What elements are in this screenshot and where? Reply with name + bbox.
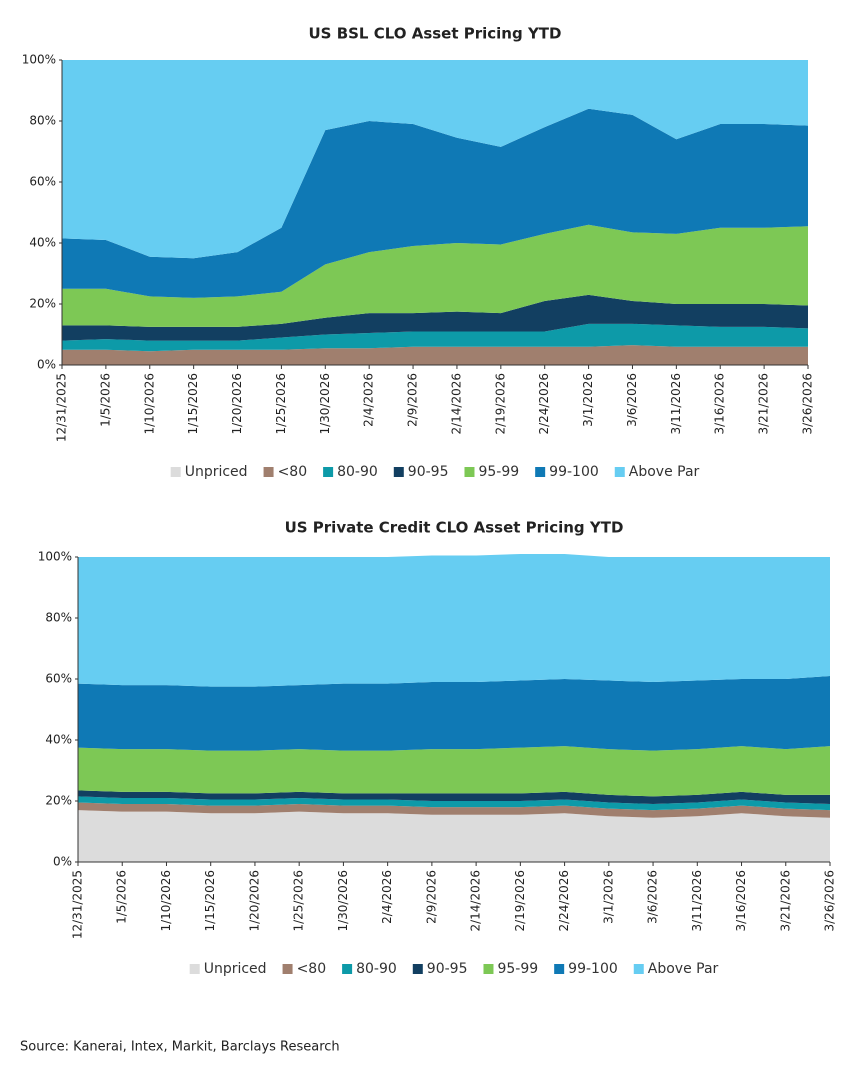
y-tick-label: 0% xyxy=(37,358,56,372)
x-tick-label: 3/1/2026 xyxy=(581,373,595,427)
legend-label: Unpriced xyxy=(185,464,248,480)
legend: Unpriced <80 80-90 90-95 95-99 99-100 Above Pa… xyxy=(189,961,719,977)
x-tick-label: 3/16/2026 xyxy=(734,870,748,932)
x-tick-label: 1/20/2026 xyxy=(247,870,261,932)
legend-swatch xyxy=(483,964,494,974)
area-series xyxy=(78,675,830,751)
y-tick-label: 60% xyxy=(45,672,72,686)
legend-swatch xyxy=(464,467,475,477)
x-tick-label: 1/30/2026 xyxy=(336,870,350,932)
x-tick-label: 1/30/2026 xyxy=(318,373,332,435)
source-note: Source: Kanerai, Intex, Markit, Barclays… xyxy=(20,1040,340,1055)
y-tick-label: 60% xyxy=(29,175,56,189)
area-series xyxy=(78,553,830,687)
legend-label: 90-95 xyxy=(408,464,449,480)
y-tick-label: 80% xyxy=(45,611,72,625)
legend-swatch xyxy=(535,467,546,477)
x-tick-label: 2/4/2026 xyxy=(380,870,394,924)
legend: Unpriced <80 80-90 90-95 95-99 99-100 Above Pa… xyxy=(170,464,700,480)
area-series xyxy=(62,345,808,365)
legend-label: 90-95 xyxy=(427,961,468,977)
legend-swatch xyxy=(263,467,274,477)
x-tick-label: 2/24/2026 xyxy=(557,870,571,932)
legend-swatch xyxy=(323,467,334,477)
x-tick-label: 2/19/2026 xyxy=(493,373,507,435)
legend-label: 80-90 xyxy=(337,464,378,480)
x-tick-label: 1/5/2026 xyxy=(115,870,129,924)
x-tick-label: 1/25/2026 xyxy=(292,870,306,932)
x-tick-label: 12/31/2025 xyxy=(71,870,85,939)
y-tick-label: 80% xyxy=(29,114,56,128)
legend-swatch xyxy=(170,467,181,477)
y-tick-label: 0% xyxy=(53,855,72,869)
area-series xyxy=(78,746,830,797)
area-series xyxy=(78,796,830,811)
x-tick-label: 3/11/2026 xyxy=(690,870,704,932)
x-tick-label: 3/26/2026 xyxy=(823,870,837,932)
x-tick-label: 1/15/2026 xyxy=(203,870,217,932)
legend-label: Unpriced xyxy=(204,961,267,977)
y-tick-label: 40% xyxy=(45,733,72,747)
y-tick-label: 100% xyxy=(22,53,56,67)
legend-label: <80 xyxy=(278,464,308,480)
legend-label: 80-90 xyxy=(356,961,397,977)
x-tick-label: 2/9/2026 xyxy=(424,870,438,924)
x-tick-label: 2/9/2026 xyxy=(406,373,420,427)
area-series xyxy=(62,108,808,298)
legend-swatch xyxy=(189,964,200,974)
x-tick-label: 12/31/2025 xyxy=(55,373,69,442)
area-series xyxy=(78,802,830,818)
x-tick-label: 2/24/2026 xyxy=(537,373,551,435)
x-tick-label: 1/10/2026 xyxy=(142,373,156,435)
x-tick-label: 1/10/2026 xyxy=(159,870,173,932)
x-tick-label: 2/4/2026 xyxy=(362,373,376,427)
x-tick-label: 2/14/2026 xyxy=(469,870,483,932)
legend-label: Above Par xyxy=(629,464,700,480)
y-tick-label: 20% xyxy=(45,794,72,808)
x-tick-label: 3/26/2026 xyxy=(801,373,815,435)
legend-swatch xyxy=(412,964,423,974)
x-tick-label: 3/6/2026 xyxy=(625,373,639,427)
legend-swatch xyxy=(554,964,565,974)
area-series xyxy=(62,60,808,259)
x-tick-label: 1/15/2026 xyxy=(186,373,200,435)
y-tick-label: 20% xyxy=(29,297,56,311)
legend-swatch xyxy=(393,467,404,477)
legend-label: 95-99 xyxy=(497,961,538,977)
area-series xyxy=(62,224,808,327)
chart-title: US BSL CLO Asset Pricing YTD xyxy=(308,25,561,43)
area-series xyxy=(62,294,808,341)
legend-swatch xyxy=(342,964,353,974)
legend-label: 99-100 xyxy=(549,464,599,480)
legend-label: 95-99 xyxy=(478,464,519,480)
x-tick-label: 1/5/2026 xyxy=(98,373,112,427)
y-tick-label: 40% xyxy=(29,236,56,250)
legend-label: <80 xyxy=(297,961,327,977)
x-tick-label: 3/21/2026 xyxy=(778,870,792,932)
area-series xyxy=(62,323,808,352)
x-tick-label: 2/14/2026 xyxy=(449,373,463,435)
area-series xyxy=(78,810,830,862)
legend-label: 99-100 xyxy=(568,961,618,977)
legend-swatch xyxy=(633,964,644,974)
x-tick-label: 1/20/2026 xyxy=(230,373,244,435)
x-tick-label: 3/21/2026 xyxy=(757,373,771,435)
chart-title: US Private Credit CLO Asset Pricing YTD xyxy=(285,519,624,537)
x-tick-label: 3/16/2026 xyxy=(713,373,727,435)
legend-swatch xyxy=(614,467,625,477)
x-tick-label: 1/25/2026 xyxy=(274,373,288,435)
area-series xyxy=(78,790,830,805)
legend-swatch xyxy=(282,964,293,974)
x-tick-label: 3/1/2026 xyxy=(601,870,615,924)
x-tick-label: 2/19/2026 xyxy=(513,870,527,932)
legend-label: Above Par xyxy=(648,961,719,977)
y-tick-label: 100% xyxy=(38,550,72,564)
x-tick-label: 3/11/2026 xyxy=(669,373,683,435)
x-tick-label: 3/6/2026 xyxy=(646,870,660,924)
